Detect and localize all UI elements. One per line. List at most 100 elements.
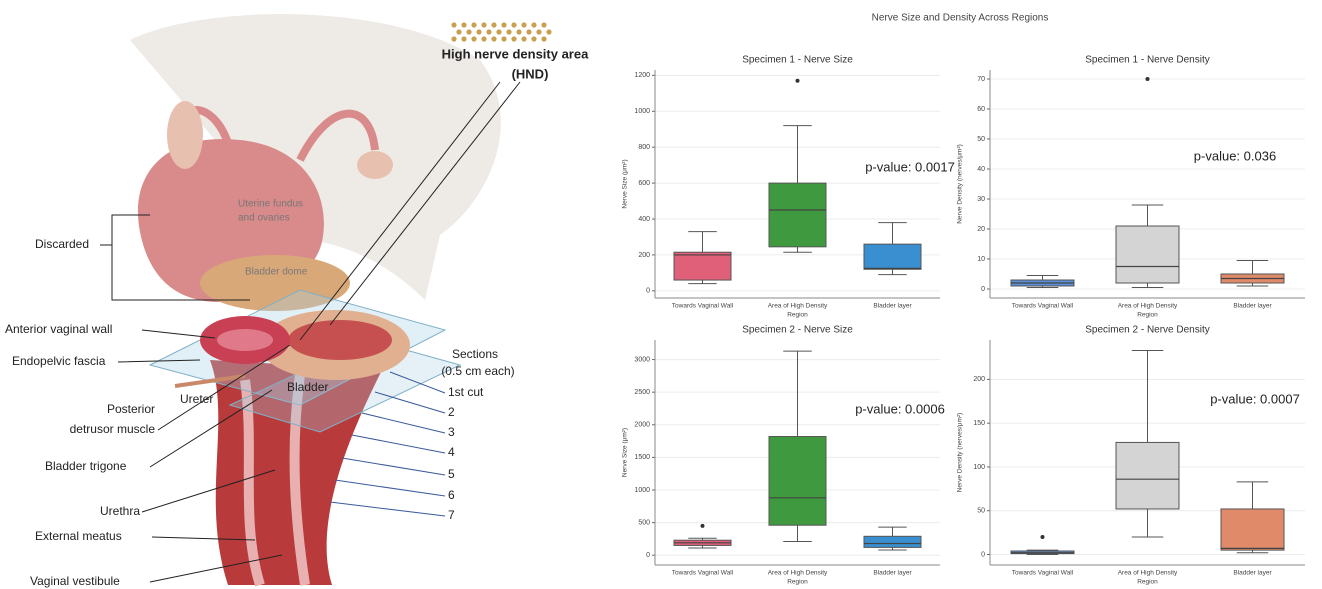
subplot: Specimen 2 - Nerve Density050100150200Ne… bbox=[957, 325, 1305, 586]
y-axis-label: Nerve Size (μm²) bbox=[622, 159, 629, 208]
dot bbox=[481, 22, 486, 27]
label: (0.5 cm each) bbox=[441, 364, 514, 378]
x-axis-label: Region bbox=[1137, 312, 1158, 319]
x-axis-label: Region bbox=[787, 579, 808, 586]
label: 5 bbox=[448, 467, 455, 481]
annotation: p-value: 0.0017 bbox=[865, 159, 955, 174]
x-tick-label: Bladder layer bbox=[873, 570, 912, 577]
y-tick-label: 800 bbox=[638, 144, 650, 151]
annotation: p-value: 0.0006 bbox=[855, 401, 945, 416]
box bbox=[769, 437, 826, 526]
y-axis-label: Nerve Density (nerves/μm²) bbox=[957, 144, 964, 224]
dot bbox=[471, 22, 476, 27]
dot bbox=[481, 36, 486, 41]
dot bbox=[511, 22, 516, 27]
subplot-title: Specimen 1 - Nerve Density bbox=[1085, 55, 1210, 66]
label: Ureter bbox=[180, 392, 213, 406]
y-tick-label: 20 bbox=[977, 226, 985, 233]
label: Anterior vaginal wall bbox=[5, 322, 112, 336]
y-axis-label: Nerve Size (μm²) bbox=[622, 428, 629, 477]
dot bbox=[536, 29, 541, 34]
subplot: Specimen 2 - Nerve Size05001000150020002… bbox=[622, 325, 945, 586]
dot bbox=[541, 22, 546, 27]
dot bbox=[511, 36, 516, 41]
dot bbox=[501, 22, 506, 27]
y-tick-label: 150 bbox=[973, 420, 985, 427]
bladder-lumen bbox=[288, 320, 392, 360]
hnd-dots bbox=[451, 22, 551, 41]
label: Uterine fundus bbox=[238, 199, 303, 210]
label: 1st cut bbox=[448, 385, 484, 399]
label: High nerve density area bbox=[442, 46, 589, 61]
figure: Discarded Uterine fundus and ovaries Bla… bbox=[0, 0, 1322, 589]
outlier bbox=[701, 524, 705, 528]
dot bbox=[546, 29, 551, 34]
dot bbox=[461, 36, 466, 41]
box bbox=[1221, 509, 1284, 550]
y-tick-label: 1200 bbox=[634, 72, 650, 79]
label: (HND) bbox=[512, 66, 549, 81]
ovary bbox=[357, 151, 393, 179]
dot bbox=[466, 29, 471, 34]
dot bbox=[486, 29, 491, 34]
vaginal-lumen bbox=[217, 329, 273, 351]
box bbox=[1116, 226, 1179, 283]
x-tick-label: Towards Vaginal Wall bbox=[1012, 570, 1074, 577]
box bbox=[864, 244, 921, 269]
y-tick-label: 50 bbox=[977, 136, 985, 143]
label: 2 bbox=[448, 405, 455, 419]
box bbox=[674, 252, 731, 280]
dot bbox=[456, 29, 461, 34]
y-tick-label: 0 bbox=[646, 288, 650, 295]
y-tick-label: 2000 bbox=[634, 422, 650, 429]
dot bbox=[471, 36, 476, 41]
dot bbox=[521, 36, 526, 41]
figure-title: Nerve Size and Density Across Regions bbox=[872, 13, 1049, 24]
label: detrusor muscle bbox=[70, 422, 156, 436]
label: and ovaries bbox=[238, 213, 290, 224]
x-axis-label: Region bbox=[1137, 579, 1158, 586]
box bbox=[1116, 442, 1179, 509]
box bbox=[864, 536, 921, 547]
dot bbox=[496, 29, 501, 34]
y-tick-label: 0 bbox=[981, 551, 985, 558]
y-tick-label: 200 bbox=[638, 252, 650, 259]
subplot-title: Specimen 2 - Nerve Density bbox=[1085, 325, 1210, 336]
x-tick-label: Bladder layer bbox=[873, 303, 912, 310]
y-axis-label: Nerve Density (nerves/μm²) bbox=[957, 413, 964, 493]
y-tick-label: 1000 bbox=[634, 487, 650, 494]
y-tick-label: 10 bbox=[977, 256, 985, 263]
x-tick-label: Towards Vaginal Wall bbox=[672, 570, 734, 577]
annotation: p-value: 0.0007 bbox=[1210, 391, 1300, 406]
y-tick-label: 100 bbox=[973, 464, 985, 471]
y-tick-label: 0 bbox=[981, 286, 985, 293]
y-tick-label: 30 bbox=[977, 196, 985, 203]
label: Posterior bbox=[107, 402, 155, 416]
label: Bladder dome bbox=[245, 267, 308, 278]
ovary bbox=[167, 101, 203, 169]
x-tick-label: Bladder layer bbox=[1233, 570, 1272, 577]
y-tick-label: 50 bbox=[977, 508, 985, 515]
dot bbox=[531, 36, 536, 41]
y-tick-label: 1500 bbox=[634, 454, 650, 461]
y-tick-label: 60 bbox=[977, 106, 985, 113]
x-tick-label: Area of High Density bbox=[1118, 570, 1178, 577]
dot bbox=[521, 22, 526, 27]
x-tick-label: Towards Vaginal Wall bbox=[672, 303, 734, 310]
dot bbox=[541, 36, 546, 41]
y-tick-label: 1000 bbox=[634, 108, 650, 115]
label: Endopelvic fascia bbox=[12, 354, 106, 368]
y-tick-label: 500 bbox=[638, 519, 650, 526]
dot bbox=[526, 29, 531, 34]
label: Bladder trigone bbox=[45, 459, 127, 473]
label: 3 bbox=[448, 425, 455, 439]
subplot: Specimen 1 - Nerve Density01020304050607… bbox=[957, 55, 1305, 319]
subplot: Specimen 1 - Nerve Size02004006008001000… bbox=[622, 55, 955, 319]
dot bbox=[491, 36, 496, 41]
subplot-title: Specimen 1 - Nerve Size bbox=[742, 55, 853, 66]
x-axis-label: Region bbox=[787, 312, 808, 319]
x-tick-label: Area of High Density bbox=[768, 303, 828, 310]
y-tick-label: 0 bbox=[646, 552, 650, 559]
outlier bbox=[1146, 77, 1150, 81]
x-tick-label: Bladder layer bbox=[1233, 303, 1272, 310]
